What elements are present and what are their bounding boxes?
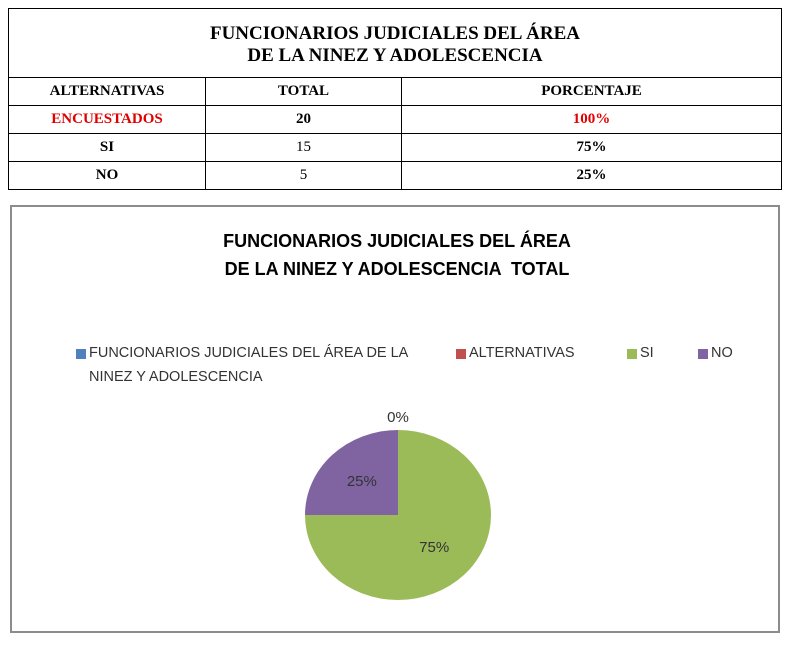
cell: 5 <box>205 161 402 190</box>
cell: 25% <box>401 161 782 190</box>
data-table: FUNCIONARIOS JUDICIALES DEL ÁREA DE LA NI… <box>8 8 782 190</box>
cell: NO <box>8 161 206 190</box>
pie-area: 0% 75% 25% <box>305 409 491 600</box>
title-line: DE LA NINEZ Y ADOLESCENCIA <box>247 45 543 66</box>
chart-title: DE LA NINEZ Y ADOLESCENCIA TOTAL <box>224 259 570 279</box>
cell: 20 <box>205 105 402 134</box>
header-cell: PORCENTAJE <box>401 77 782 106</box>
cell: ENCUESTADOS <box>8 105 206 134</box>
legend-swatch <box>76 349 86 359</box>
legend-swatch <box>627 349 637 359</box>
legend-swatch <box>698 349 708 359</box>
data-label: 25% <box>347 473 377 490</box>
legend-swatch <box>456 349 466 359</box>
data-label: 0% <box>387 409 409 426</box>
data-label: 75% <box>419 539 449 556</box>
cell: SI <box>8 133 206 162</box>
table-title: FUNCIONARIOS JUDICIALES DEL ÁREA DE LA NI… <box>8 8 782 78</box>
title-line: FUNCIONARIOS JUDICIALES DEL ÁREA <box>209 23 581 44</box>
cell: 100% <box>401 105 782 134</box>
chart: FUNCIONARIOS JUDICIALES DEL ÁREA DE LA N… <box>10 205 780 633</box>
header-cell: ALTERNATIVAS <box>8 77 206 106</box>
cell: 75% <box>401 133 782 162</box>
legend-label: FUNCIONARIOS JUDICIALES DEL ÁREA DE LA N… <box>89 345 408 385</box>
legend-label: NO <box>711 345 733 361</box>
legend-label: SI <box>640 345 654 361</box>
chart-title: FUNCIONARIOS JUDICIALES DEL ÁREA <box>223 231 571 251</box>
header-cell: TOTAL <box>205 77 402 106</box>
pie-slice <box>305 430 398 515</box>
legend-label: ALTERNATIVAS <box>469 345 575 361</box>
cell: 15 <box>205 133 402 162</box>
